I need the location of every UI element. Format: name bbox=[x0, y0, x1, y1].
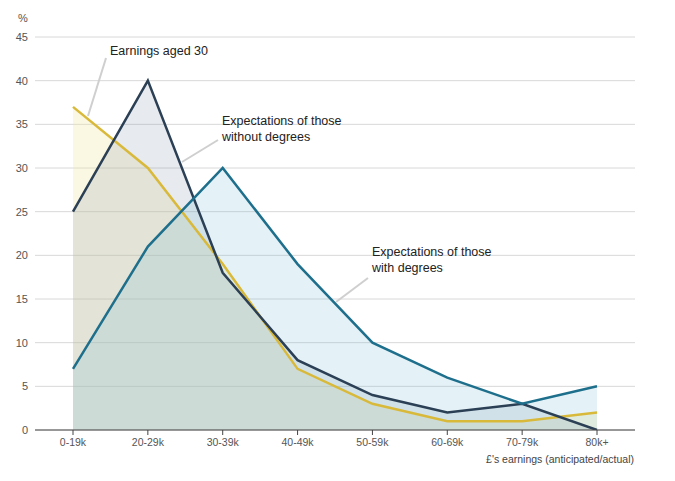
leader-line bbox=[88, 58, 106, 116]
grid-line bbox=[35, 430, 635, 431]
x-tick-label: 70-79k bbox=[506, 436, 539, 448]
x-tick bbox=[522, 430, 523, 435]
series-line bbox=[73, 107, 597, 421]
area-fill bbox=[73, 81, 597, 430]
y-tick-label: 15 bbox=[16, 293, 28, 305]
y-tick-label: 45 bbox=[16, 31, 28, 43]
leader-line bbox=[336, 278, 368, 302]
x-tick-label: 60-69k bbox=[431, 436, 464, 448]
leader-line bbox=[182, 140, 218, 162]
y-axis-label: % bbox=[18, 12, 28, 24]
y-tick-label: 40 bbox=[16, 75, 28, 87]
x-tick-label: 20-29k bbox=[132, 436, 165, 448]
x-tick bbox=[447, 430, 448, 435]
x-tick-label: 50-59k bbox=[356, 436, 389, 448]
y-tick-label: 35 bbox=[16, 118, 28, 130]
grid bbox=[35, 37, 635, 430]
x-axis bbox=[35, 430, 635, 431]
y-tick-label: 25 bbox=[16, 206, 28, 218]
grid-line bbox=[35, 37, 635, 38]
x-tick-label: 0-19k bbox=[60, 436, 87, 448]
x-tick bbox=[147, 430, 148, 435]
x-axis-label: £'s earnings (anticipated/actual) bbox=[486, 453, 634, 465]
series-line bbox=[73, 81, 597, 430]
x-tick-label: 30-39k bbox=[207, 436, 240, 448]
y-tick-label: 5 bbox=[22, 380, 28, 392]
x-tick bbox=[222, 430, 223, 435]
area-fill bbox=[73, 168, 597, 430]
y-tick-label: 10 bbox=[16, 337, 28, 349]
x-tick-label: 40-49k bbox=[282, 436, 315, 448]
series-annotation: Expectations of thosewithout degrees bbox=[221, 114, 342, 144]
grid-line bbox=[35, 80, 635, 81]
series-line bbox=[73, 168, 597, 404]
series-annotation: Expectations of thosewith degrees bbox=[371, 245, 492, 275]
chart: 0 5 10 15 20 25 30 35 40 45% 0-19k 20-29k 30-39k 40-4… bbox=[0, 0, 675, 481]
x-tick bbox=[297, 430, 298, 435]
series-annotation: Earnings aged 30 bbox=[110, 44, 208, 58]
y-tick-label: 20 bbox=[16, 249, 28, 261]
y-tick-label: 0 bbox=[22, 424, 28, 436]
x-tick bbox=[73, 430, 74, 435]
x-tick bbox=[597, 430, 598, 435]
x-tick-label: 80k+ bbox=[585, 436, 608, 448]
x-tick bbox=[372, 430, 373, 435]
plot-area bbox=[73, 81, 597, 430]
y-tick-label: 30 bbox=[16, 162, 28, 174]
